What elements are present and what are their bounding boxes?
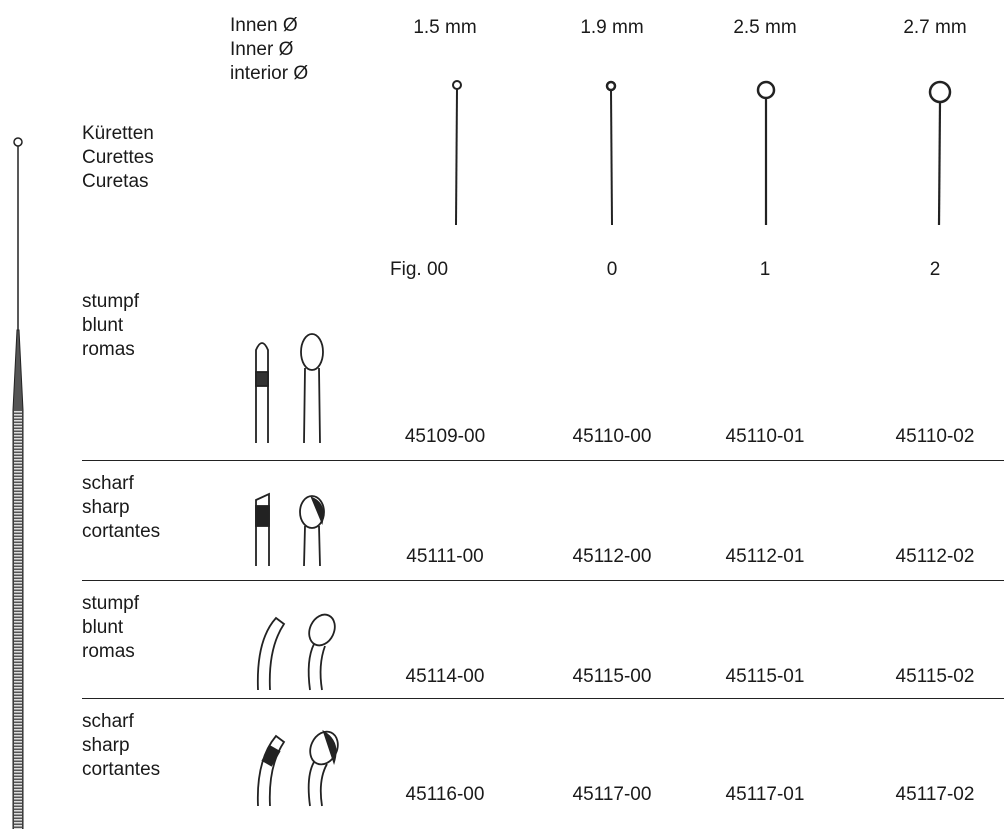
row-label: stumpf xyxy=(82,593,140,614)
product-label: Curettes xyxy=(82,147,154,168)
diameter-label: Innen Ø xyxy=(230,15,298,36)
figure-number: 2 xyxy=(929,259,941,280)
product-label: Curetas xyxy=(82,171,149,192)
row-label: blunt xyxy=(82,315,124,336)
article-number: 45112-01 xyxy=(725,546,805,567)
diameter-label: Inner Ø xyxy=(230,39,294,60)
size: 2.5 mm xyxy=(733,17,797,38)
figure-number: 0 xyxy=(606,259,618,280)
article-number: 45116-00 xyxy=(405,784,485,805)
article-number: 45117-00 xyxy=(572,784,652,805)
article-number: 45110-01 xyxy=(725,426,805,447)
article-number: 45112-02 xyxy=(895,546,975,567)
size: 1.5 mm xyxy=(413,17,477,38)
article-number: 45115-01 xyxy=(725,666,805,687)
row-label: blunt xyxy=(82,617,124,638)
size: 2.7 mm xyxy=(903,17,967,38)
tip-icons xyxy=(255,333,339,807)
figure-number: 1 xyxy=(759,259,771,280)
row-label: romas xyxy=(82,339,135,360)
diameter-label: interior Ø xyxy=(230,63,309,84)
article-number: 45117-01 xyxy=(725,784,805,805)
row-divider xyxy=(82,580,1004,581)
size: 1.9 mm xyxy=(580,17,644,38)
article-number: 45112-00 xyxy=(572,546,652,567)
article-number: 45109-00 xyxy=(404,426,486,447)
row-label: cortantes xyxy=(82,759,161,780)
row-label: sharp xyxy=(82,497,130,518)
row-label: stumpf xyxy=(82,291,140,312)
article-number: 45111-00 xyxy=(406,546,484,567)
article-number: 45115-02 xyxy=(895,666,975,687)
row-label: romas xyxy=(82,641,135,662)
row-label: sharp xyxy=(82,735,130,756)
row-label: scharf xyxy=(82,711,134,732)
product-label: Küretten xyxy=(82,123,154,144)
size-curettes xyxy=(452,80,952,226)
article-number: 45117-02 xyxy=(895,784,975,805)
article-number: 45110-00 xyxy=(572,426,652,447)
article-number: 45114-00 xyxy=(405,666,485,687)
row-label: cortantes xyxy=(82,521,161,542)
article-number: 45115-00 xyxy=(572,666,652,687)
long-curette xyxy=(12,137,24,829)
row-divider xyxy=(82,460,1004,461)
article-number: 45110-02 xyxy=(895,426,975,447)
row-divider xyxy=(82,698,1004,699)
row-label: scharf xyxy=(82,473,134,494)
figure-number: Fig. 00 xyxy=(390,259,449,280)
